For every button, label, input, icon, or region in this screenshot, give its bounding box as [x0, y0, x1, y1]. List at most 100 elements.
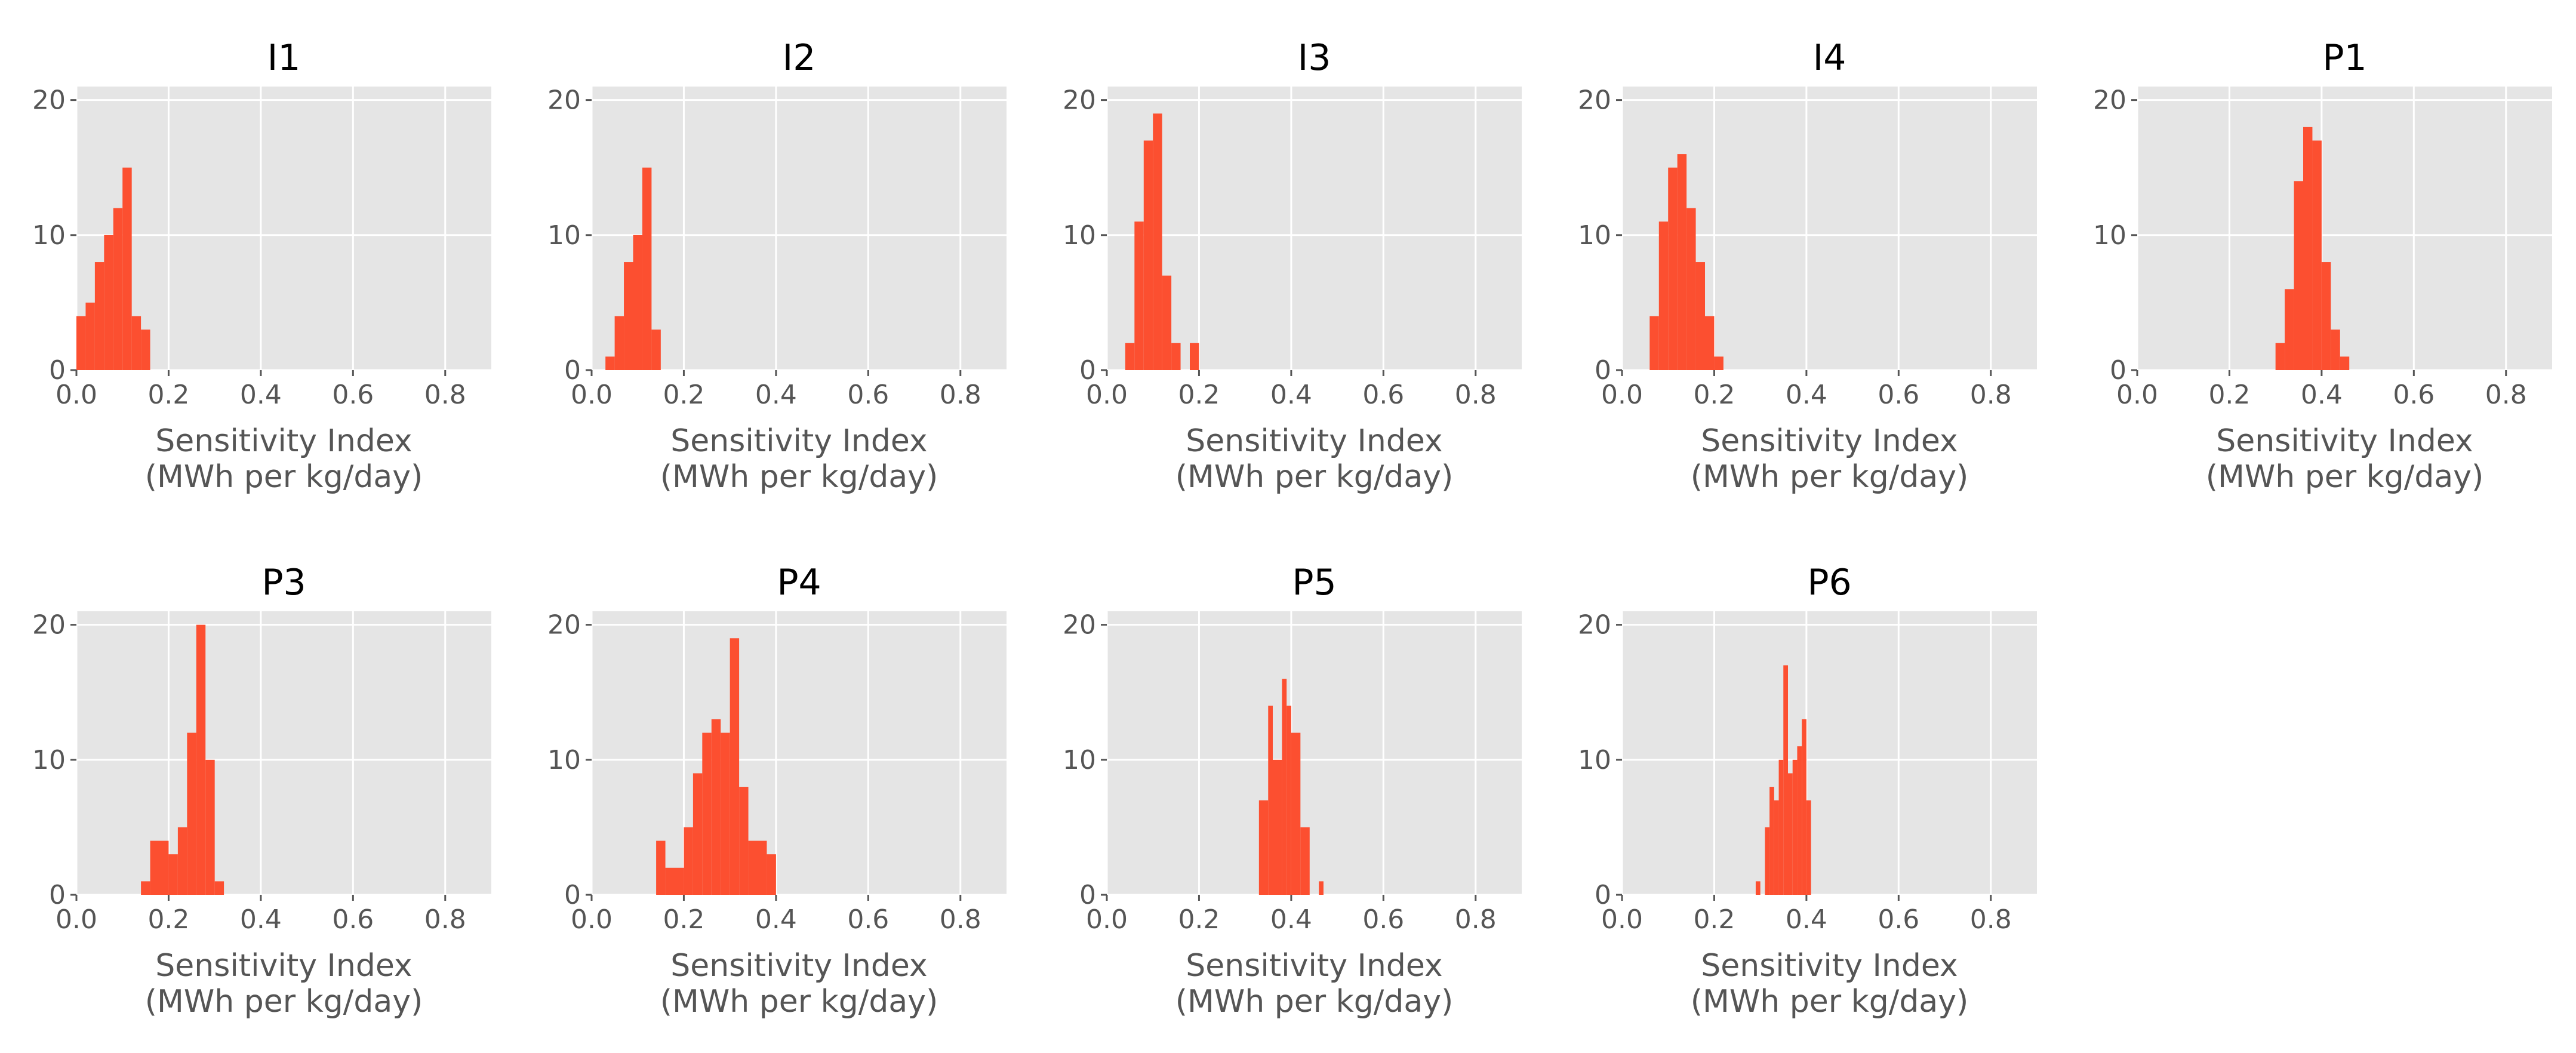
histogram-bar — [1755, 881, 1761, 895]
y-tick-label: 20 — [1063, 610, 1096, 641]
y-tick-label: 10 — [2093, 220, 2126, 251]
histogram-bar — [1291, 732, 1301, 895]
histogram-bar — [767, 854, 776, 895]
x-tick-label: 0.8 — [1455, 904, 1497, 935]
histogram-bar — [150, 840, 169, 895]
histogram-bar — [693, 773, 703, 895]
x-axis-label: Sensitivity Index — [2216, 423, 2473, 459]
plot-area — [1622, 611, 2037, 895]
histogram-bar — [1695, 262, 1705, 370]
x-axis-label: Sensitivity Index — [155, 948, 412, 984]
histogram-bar — [76, 316, 86, 370]
panel-i1: 0.0 0.2 0.4 0.6 0.8 0 10 20 I1 Sensitivity Index(… — [32, 37, 491, 495]
histogram-bar — [168, 854, 178, 895]
plot-area — [76, 87, 491, 370]
panel-title: I3 — [1298, 37, 1331, 79]
x-tick-label: 0.0 — [56, 904, 97, 935]
x-axis-label-units: (MWh per kg/day) — [660, 459, 938, 495]
histogram-bar — [1802, 719, 1806, 895]
x-tick-label: 0.2 — [1693, 904, 1735, 935]
histogram-bar — [1153, 113, 1162, 370]
histogram-bar — [196, 624, 206, 895]
histogram-bar — [1686, 208, 1696, 370]
x-tick-label: 0.0 — [56, 380, 97, 410]
panel-title: P1 — [2322, 37, 2366, 79]
y-tick-label: 20 — [32, 610, 66, 641]
x-tick-label: 0.6 — [1878, 904, 1919, 935]
histogram-bar — [2285, 289, 2294, 370]
histogram-bar — [624, 262, 633, 370]
histogram-bar — [605, 356, 615, 370]
y-tick-label: 0 — [564, 355, 581, 386]
panel-p4: 0.0 0.2 0.4 0.6 0.8 0 10 20 P4 Sensitivity Index(… — [547, 562, 1007, 1020]
x-axis-label-units: (MWh per kg/day) — [145, 459, 423, 495]
histogram-bar — [1677, 154, 1687, 370]
x-tick-label: 0.6 — [1878, 380, 1919, 410]
histogram-bar — [1162, 275, 1172, 370]
x-tick-label: 0.0 — [1086, 904, 1128, 935]
histogram-bar — [2294, 181, 2303, 370]
x-tick-label: 0.2 — [2208, 380, 2250, 410]
histogram-bar — [1287, 706, 1291, 895]
y-tick-label: 20 — [547, 85, 581, 116]
histogram-bar — [730, 638, 740, 895]
x-tick-label: 0.8 — [940, 380, 981, 410]
x-tick-label: 0.4 — [2301, 380, 2343, 410]
x-tick-label: 0.0 — [571, 380, 613, 410]
y-tick-label: 0 — [2110, 355, 2126, 386]
plot-area — [2137, 87, 2552, 370]
histogram-bar — [141, 330, 150, 370]
x-tick-label: 0.6 — [847, 904, 889, 935]
panel-p1: 0.0 0.2 0.4 0.6 0.8 0 10 20 P1 Sensitivity Index(… — [2093, 37, 2552, 495]
x-tick-label: 0.4 — [240, 380, 282, 410]
x-tick-label: 0.2 — [1178, 904, 1220, 935]
panel-title: P5 — [1292, 562, 1336, 604]
x-tick-label: 0.6 — [1362, 380, 1404, 410]
x-axis-label-units: (MWh per kg/day) — [1691, 984, 1969, 1020]
x-tick-label: 0.0 — [1086, 380, 1128, 410]
y-tick-label: 20 — [1063, 85, 1096, 116]
x-tick-label: 0.8 — [940, 904, 981, 935]
x-tick-label: 0.6 — [332, 380, 374, 410]
x-tick-label: 0.8 — [1970, 380, 2012, 410]
histogram-bar — [1125, 343, 1135, 370]
panel-title: P4 — [777, 562, 821, 604]
histogram-bar — [739, 787, 749, 895]
panel-title: I2 — [783, 37, 816, 79]
histogram-bar — [1774, 800, 1779, 895]
y-tick-label: 20 — [32, 85, 66, 116]
x-tick-label: 0.4 — [755, 380, 797, 410]
histogram-bar — [2340, 356, 2350, 370]
histogram-bar — [702, 732, 712, 895]
histogram-bar — [633, 235, 642, 370]
histogram-bar — [711, 719, 721, 895]
y-tick-label: 10 — [547, 745, 581, 775]
x-axis-label-units: (MWh per kg/day) — [660, 984, 938, 1020]
plot-area — [592, 611, 1007, 895]
histogram-bar — [1806, 800, 1811, 895]
histogram-bar — [1171, 343, 1181, 370]
panel-title: I4 — [1813, 37, 1846, 79]
y-tick-label: 10 — [1578, 745, 1611, 775]
x-axis-label: Sensitivity Index — [670, 948, 927, 984]
histogram-bar — [187, 732, 196, 895]
histogram-bar — [2303, 127, 2313, 370]
plot-area — [1107, 87, 1522, 370]
x-tick-label: 0.0 — [571, 904, 613, 935]
histogram-bar — [656, 840, 666, 895]
y-tick-label: 0 — [564, 880, 581, 910]
histogram-bar — [758, 840, 767, 895]
y-tick-label: 0 — [1079, 355, 1096, 386]
x-tick-label: 0.8 — [424, 380, 466, 410]
histogram-bar — [2275, 343, 2285, 370]
panel-i4: 0.0 0.2 0.4 0.6 0.8 0 10 20 I4 Sensitivity Index(… — [1578, 37, 2037, 495]
x-tick-label: 0.6 — [2393, 380, 2435, 410]
histogram-bar — [1268, 706, 1273, 895]
x-axis-label-units: (MWh per kg/day) — [1175, 459, 1454, 495]
histogram-bar — [1190, 343, 1199, 370]
x-tick-label: 0.2 — [663, 904, 704, 935]
histogram-bar — [1300, 827, 1310, 895]
histogram-bar — [684, 827, 693, 895]
histogram-bar — [122, 167, 132, 370]
histogram-bar — [2321, 262, 2331, 370]
